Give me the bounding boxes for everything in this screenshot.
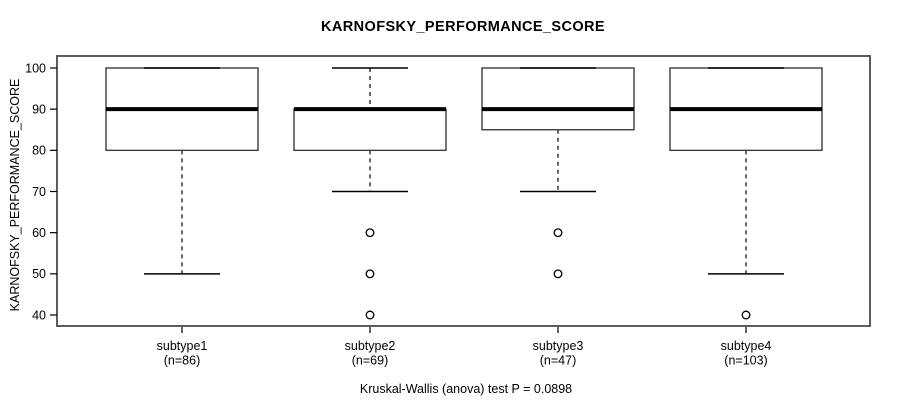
y-axis-label: KARNOFSKY_PERFORMANCE_SCORE — [8, 79, 22, 312]
y-tick-label: 70 — [32, 185, 46, 199]
boxplot-group-subtype4: subtype4(n=103) — [669, 67, 823, 368]
outlier-point — [365, 228, 375, 238]
outlier-point — [553, 269, 563, 279]
boxplot-group-subtype2: subtype2(n=69) — [293, 67, 447, 368]
x-tick-label: subtype1 — [157, 339, 208, 353]
iqr-box — [481, 67, 635, 131]
y-tick-label: 40 — [32, 308, 46, 322]
x-tick-label: subtype3 — [533, 339, 584, 353]
boxplot-group-subtype1: subtype1(n=86) — [105, 67, 259, 368]
outlier-point — [741, 310, 751, 320]
chart-title: KARNOFSKY_PERFORMANCE_SCORE — [321, 19, 605, 35]
x-tick-sublabel: (n=86) — [164, 354, 200, 368]
y-tick-label: 80 — [32, 144, 46, 158]
y-tick-label: 100 — [25, 61, 46, 75]
chart-caption: Kruskal-Wallis (anova) test P = 0.0898 — [360, 382, 572, 396]
x-tick-sublabel: (n=103) — [724, 354, 767, 368]
y-tick-label: 50 — [32, 267, 46, 281]
x-tick-label: subtype4 — [721, 339, 772, 353]
x-tick-label: subtype2 — [345, 339, 396, 353]
y-tick-label: 60 — [32, 226, 46, 240]
outlier-point — [553, 228, 563, 238]
y-tick-label: 90 — [32, 103, 46, 117]
x-tick-sublabel: (n=69) — [352, 354, 388, 368]
iqr-box — [293, 108, 447, 152]
outlier-point — [365, 310, 375, 320]
outlier-point — [365, 269, 375, 279]
boxplot-group-subtype3: subtype3(n=47) — [481, 67, 635, 368]
x-tick-sublabel: (n=47) — [540, 354, 576, 368]
plot-area: 405060708090100subtype1(n=86)subtype2(n=… — [25, 55, 871, 368]
